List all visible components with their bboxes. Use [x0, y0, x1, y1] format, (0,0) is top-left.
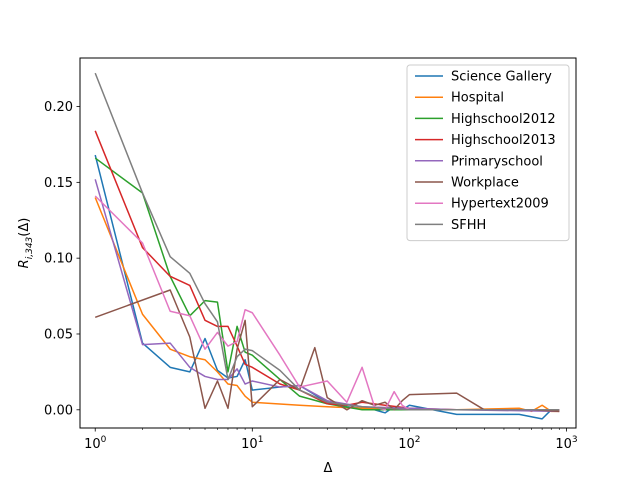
plot-frame: [79, 57, 577, 429]
legend-label-2: Highschool2012: [451, 112, 556, 127]
series-line-3: [94, 130, 560, 411]
legend-label-7: SFHH: [451, 218, 486, 233]
x-axis-label: Δ: [324, 461, 333, 476]
legend-label-0: Science Gallery: [451, 70, 552, 85]
legend-label-4: Primaryschool: [451, 154, 543, 169]
series-line-2: [94, 157, 560, 411]
y-axis-ticks: 0.00 0.05 0.10 0.15 0.20: [44, 100, 80, 418]
y-tick-label-1: 0.05: [44, 327, 73, 342]
legend-label-3: Highschool2013: [451, 133, 556, 148]
series-layer: [94, 72, 560, 420]
x-tick-label-0: 100: [84, 435, 107, 452]
y-tick-label-0: 0.00: [44, 403, 73, 418]
x-axis-ticks: 100 101 102 103: [84, 428, 578, 452]
x-tick-label-1: 101: [241, 435, 263, 452]
y-tick-label-4: 0.20: [44, 100, 73, 115]
y-axis-label: Ri,343(Δ): [17, 218, 35, 269]
series-line-7: [94, 72, 560, 411]
y-tick-label-3: 0.15: [44, 176, 73, 191]
x-tick-label-2: 102: [398, 435, 420, 452]
legend-label-1: Hospital: [451, 91, 504, 106]
legend-frame: [406, 64, 570, 242]
series-line-5: [94, 289, 560, 413]
y-tick-label-2: 0.10: [44, 252, 73, 267]
series-line-6: [94, 195, 560, 411]
x-tick-label-3: 103: [555, 435, 577, 452]
legend: Science Gallery Hospital Highschool2012 Hig…: [406, 64, 570, 242]
legend-label-5: Workplace: [451, 176, 519, 191]
legend-label-6: Hypertext2009: [451, 197, 549, 212]
